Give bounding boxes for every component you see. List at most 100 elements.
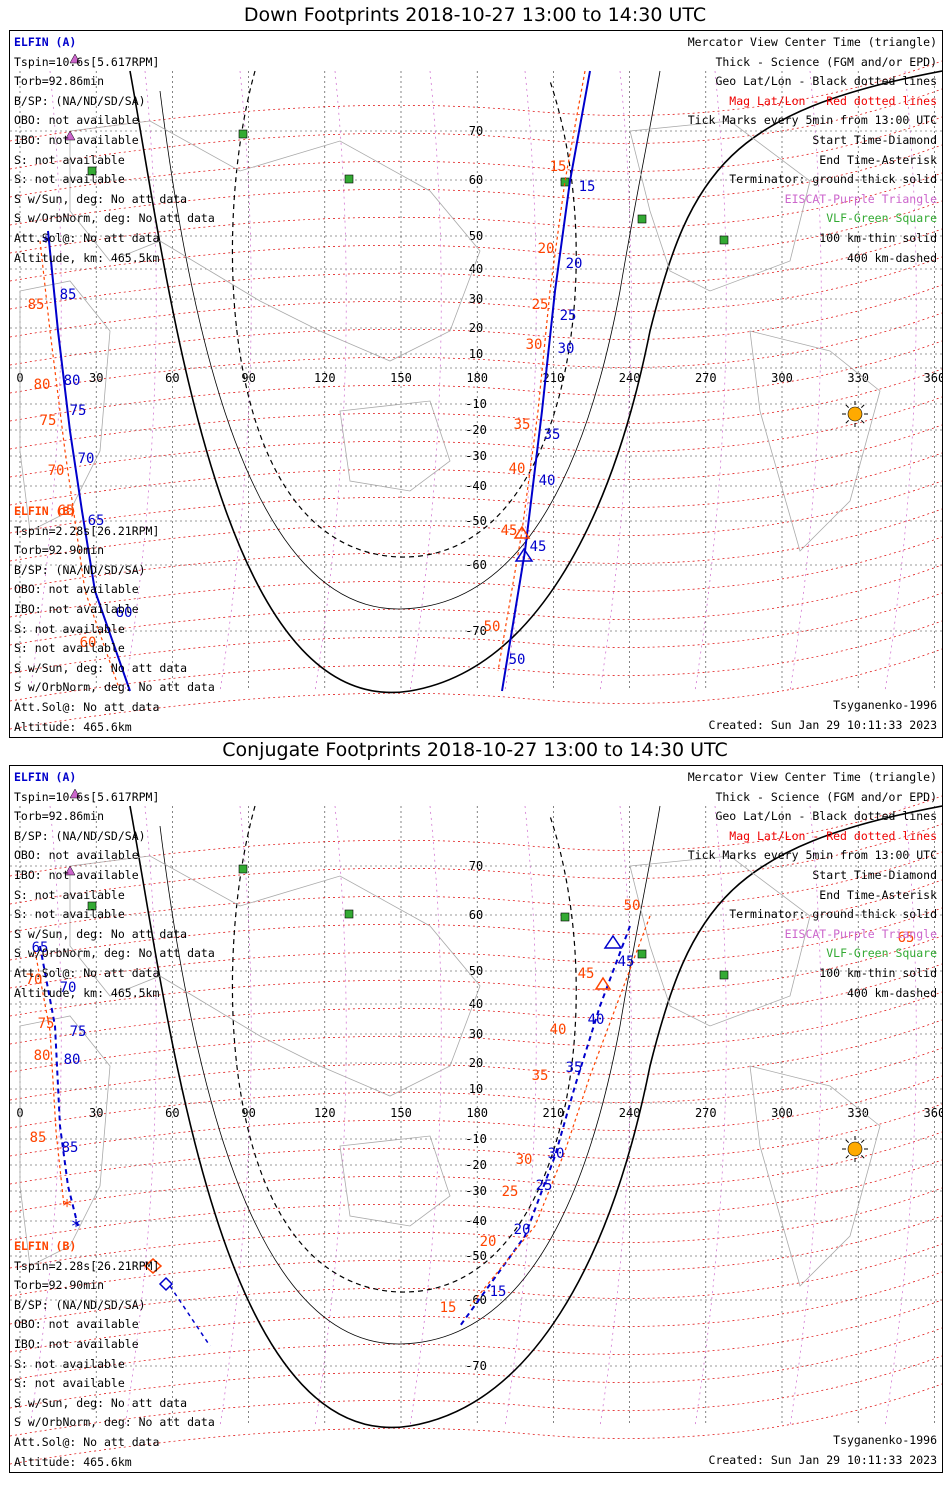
lon-tick-label: 150 [390,1106,412,1120]
mag-latitude-line [10,907,942,989]
lon-tick-label: 30 [89,371,103,385]
mag-latitude-line [10,60,942,142]
info-line: IBO: not available [14,1336,139,1351]
info-line: S: not available [14,887,125,902]
info-line: Torb=92.90min [14,543,105,558]
legend-item: Mercator View Center Time (triangle) [687,770,937,784]
lon-tick-label: 60 [165,371,179,385]
track-tick-label: 30 [516,1152,533,1168]
track-tick-label: 50 [484,619,501,635]
lon-tick-label: 90 [241,371,255,385]
track-tick-label: 85 [62,1140,79,1156]
track-tick-label: 65 [58,503,75,519]
lat-tick-label: 60 [469,173,483,187]
mag-latitude-line [10,592,942,674]
mag-latitude-line [10,991,942,1073]
info-line: Altitude, km: 465.5km [14,985,160,1000]
vlf-station-square [344,174,354,184]
track-tick-label: 50 [624,898,641,914]
info-line: OBO: not available [14,848,139,863]
mag-longitude-line [29,805,62,1427]
lat-tick-label: -70 [465,1359,487,1373]
track-tick-label: 70 [78,451,95,467]
lat-tick-label: -40 [465,1214,487,1228]
legend-item: Geo Lat/Lon - Black dotted lines [715,809,937,824]
mag-latitude-line [10,1075,942,1157]
lon-tick-label: 210 [543,1106,565,1120]
track-tick-label: 85 [60,287,77,303]
track-tick-label: 65 [88,513,105,529]
track-tick-label: 65 [898,930,915,946]
info-line: S: not available [14,172,125,187]
track-tick-label: 40 [588,1012,605,1028]
map-legend: Mercator View Center Time (triangle) Thi… [688,33,937,268]
info-line: Tspin=10.6s[5.617RPM] [14,54,160,69]
elfin-a-track-east [459,925,631,1327]
track-tick-label: 35 [566,1060,583,1076]
mag-longitude-line [789,805,822,1427]
elfin-b-track-west [39,240,121,692]
mag-latitude-line [10,1159,942,1241]
lon-tick-label: 210 [543,371,565,385]
elfin-b-track-east [497,70,586,672]
lon-tick-label: 90 [241,1106,255,1120]
info-line: B/SP: (NA/ND/SD/SA) [14,93,146,108]
mag-latitude-line [10,1019,942,1101]
track-tick-label: 30 [548,1146,565,1162]
lat-tick-label: 30 [469,1027,483,1041]
center-time-triangle [603,934,623,949]
track-tick-label: 75 [70,1024,87,1040]
center-time-triangle [514,547,534,562]
footer-info: Tsyganenko-1996 Created: Sun Jan 29 10:1… [709,1431,937,1470]
mag-latitude-line [10,116,942,198]
legend-item: Geo Lat/Lon - Black dotted lines [715,74,937,89]
elfin-a-label: ELFIN (A) [14,35,77,49]
vlf-station-square [560,912,570,922]
info-line: Torb=92.86min [14,809,105,824]
lat-tick-label: -30 [465,1184,487,1198]
lat-tick-label: -20 [465,1158,487,1172]
terminator-100km-line [159,70,661,610]
lon-tick-label: 270 [695,371,717,385]
vlf-station-square [719,235,729,245]
sun-ray [861,420,865,424]
info-line: S: not available [14,641,125,656]
track-tick-label: 75 [40,413,57,429]
info-line: S w/OrbNorm, deg: No att data [14,211,215,226]
australia-coastline [339,1135,451,1227]
vlf-station-square [637,214,647,224]
info-line: Tspin=2.28s[26.21RPM] [14,1258,160,1273]
info-line: S w/Sun, deg: No att data [14,660,188,675]
elfin-b-label: ELFIN (B) [14,504,77,518]
info-line: IBO: not available [14,867,139,882]
info-line: Altitude: 465.6km [14,719,132,734]
mag-latitude-line [10,1187,942,1269]
track-tick-label: 20 [538,241,555,257]
track-tick-label: 20 [514,1222,531,1238]
legend-item: Mercator View Center Time (triangle) [687,35,937,49]
lon-tick-label: 270 [695,1106,717,1120]
elfin-b-track-east [469,915,651,1307]
track-tick-label: 25 [560,308,577,324]
info-line: S w/Sun, deg: No att data [14,191,188,206]
mag-longitude-line [29,70,62,692]
lat-tick-label: -30 [465,449,487,463]
lat-tick-label: 40 [469,997,483,1011]
lat-tick-label: 10 [469,347,483,361]
eurasia-coastline [69,855,481,1097]
mag-latitude-line [10,1299,942,1381]
track-tick-label: 50 [509,652,526,668]
lon-tick-label: 360 [924,1106,942,1120]
info-line: S: not available [14,621,125,636]
lon-tick-label: 240 [619,371,641,385]
mag-longitude-line [124,70,157,692]
elfin-a-track-west [39,945,79,1227]
sun-icon [847,1141,863,1157]
terminator-line [129,805,942,1429]
lon-tick-label: 360 [924,371,942,385]
legend-item: VLF-Green Square [826,946,937,961]
info-line: S w/Sun, deg: No att data [14,926,188,941]
track-tick-label: 65 [32,940,49,956]
info-line: B/SP: (NA/ND/SD/SA) [14,562,146,577]
info-line: S w/OrbNorm, deg: No att data [14,946,215,961]
